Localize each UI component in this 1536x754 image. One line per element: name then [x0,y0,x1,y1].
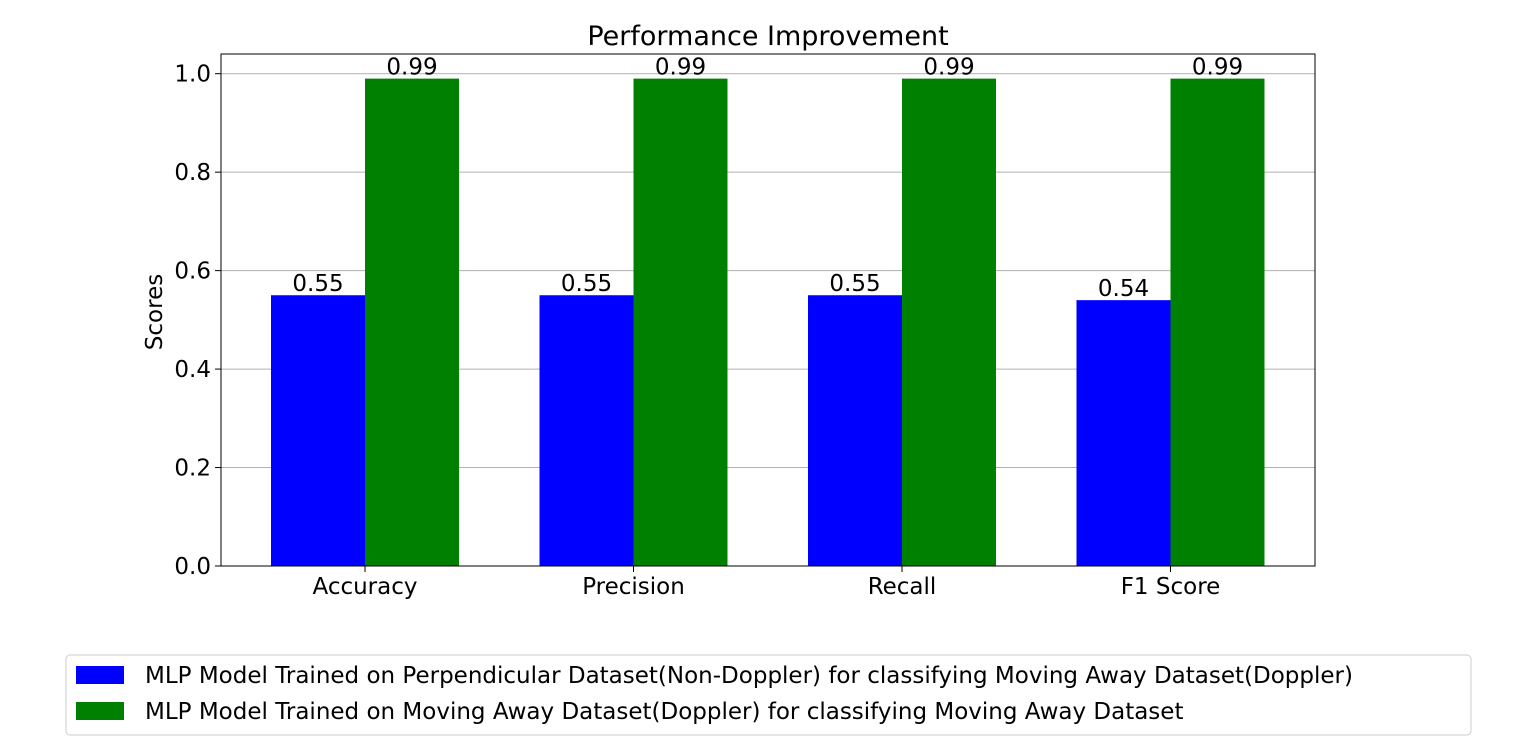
chart-title: Performance Improvement [587,21,948,52]
legend-label: MLP Model Trained on Moving Away Dataset… [145,699,1183,725]
legend-swatch [76,666,124,684]
data-label: 0.54 [1098,276,1149,302]
y-tick-label: 1.0 [174,62,211,88]
legend-box [65,654,1472,736]
data-label: 0.99 [923,55,974,81]
y-tick-label: 0.4 [174,357,211,383]
y-tick-label: 0.2 [174,456,211,482]
data-label: 0.99 [1192,55,1243,81]
legend-swatch [76,702,124,720]
data-label: 0.99 [655,55,706,81]
bar-series-1-accuracy [271,295,365,566]
data-label: 0.55 [829,271,880,297]
data-label: 0.99 [386,55,437,81]
bars [271,78,1265,566]
bar-series-2-precision [633,78,728,566]
bar-series-1-precision [539,295,634,566]
y-axis-label: Scores [142,274,168,350]
x-tick-label: Accuracy [312,574,417,600]
legend-label: MLP Model Trained on Perpendicular Datas… [145,663,1353,689]
legend: MLP Model Trained on Perpendicular Datas… [65,654,1472,736]
y-tick-label: 0.8 [174,160,211,186]
x-tick-label: Recall [868,574,937,600]
data-labels: 0.55 0.55 0.55 0.54 0.99 0.99 0.99 0.99 [292,55,1243,303]
data-label: 0.55 [561,271,612,297]
bar-series-2-accuracy [365,78,459,566]
x-tick-label: Precision [582,574,685,600]
data-label: 0.55 [292,271,343,297]
bar-series-2-f1-score [1170,78,1265,566]
bar-series-2-recall [902,78,996,566]
x-tick-label: F1 Score [1121,574,1221,600]
plot-frame [220,53,1316,567]
y-tick-label: 0.6 [174,259,211,285]
axes: 0.0 0.2 0.4 0.6 0.8 1.0 Accuracy Precision Recal… [174,53,1316,600]
bar-series-1-f1-score [1076,300,1171,566]
y-tick-label: 0.0 [174,554,211,580]
bar-series-1-recall [808,295,902,566]
